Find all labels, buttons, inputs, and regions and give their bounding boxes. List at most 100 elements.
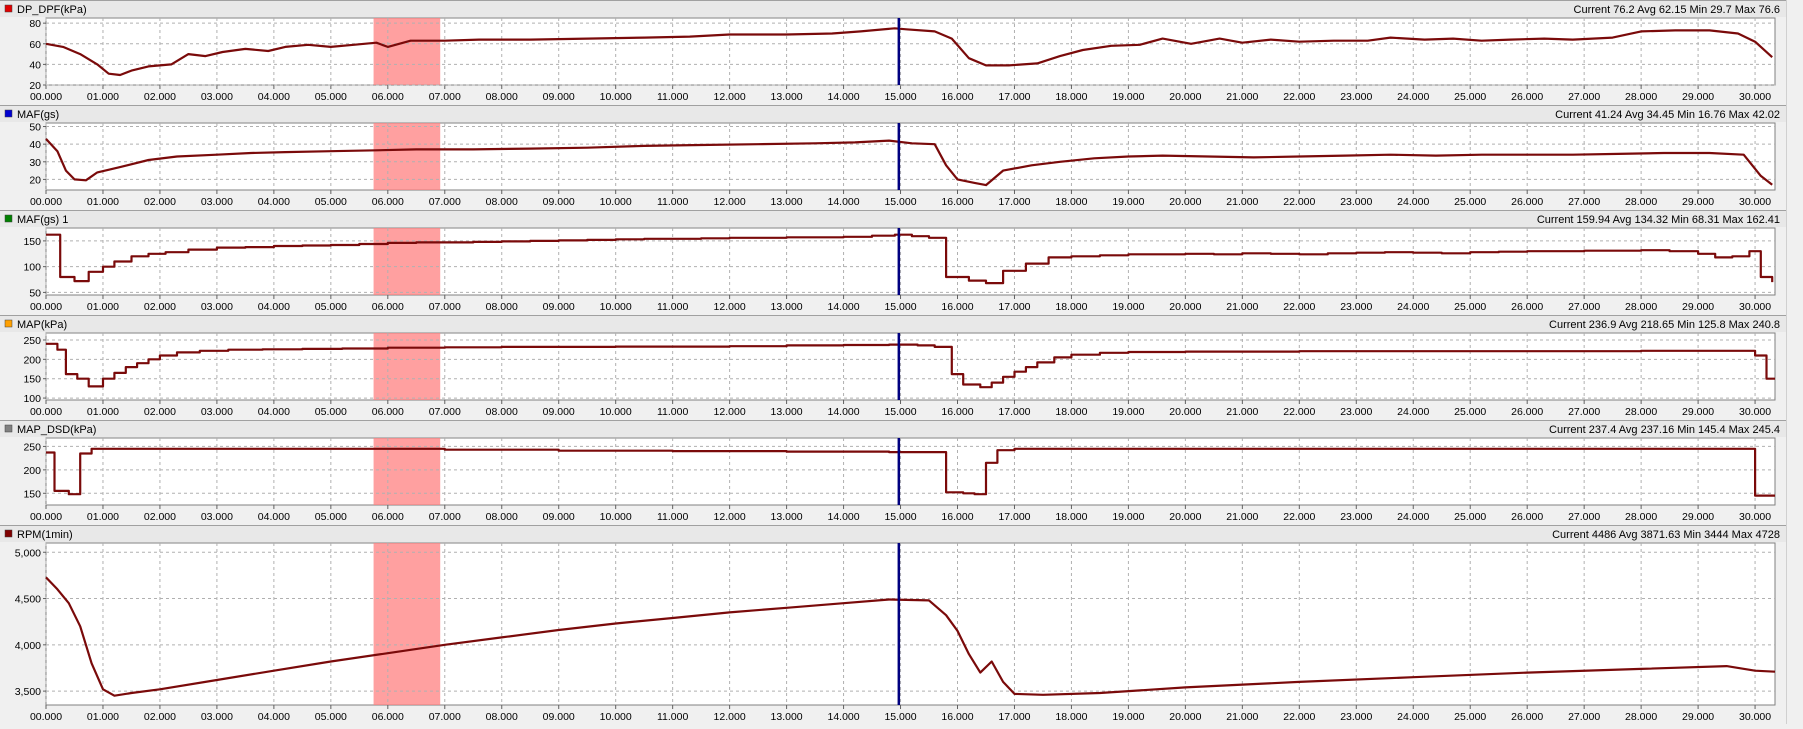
x-tick-label: 05.000: [315, 91, 347, 103]
x-tick-label: 08.000: [486, 511, 518, 523]
x-tick-label: 20.000: [1169, 196, 1201, 208]
x-tick-label: 26.000: [1511, 196, 1543, 208]
x-tick-label: 00.000: [30, 406, 62, 418]
x-tick-label: 26.000: [1511, 91, 1543, 103]
channel-color-swatch[interactable]: [4, 529, 13, 538]
channel-color-swatch[interactable]: [4, 109, 13, 118]
x-tick-label: 03.000: [201, 511, 233, 523]
channel-header: [0, 210, 1786, 227]
channel-color-swatch[interactable]: [4, 424, 13, 433]
channel-stats: Current 159.94 Avg 134.32 Min 68.31 Max …: [1537, 214, 1780, 226]
x-tick-label: 09.000: [543, 711, 575, 723]
x-tick-label: 22.000: [1283, 196, 1315, 208]
vertical-scrollbar[interactable]: [1786, 0, 1803, 724]
x-tick-label: 12.000: [714, 406, 746, 418]
y-tick-label: 4,500: [15, 594, 41, 606]
x-tick-label: 29.000: [1682, 301, 1714, 313]
channel-panel: RPM(1min) Current 4486 Avg 3871.63 Min 34…: [0, 525, 1786, 723]
plot-area[interactable]: [45, 122, 1776, 191]
channel-color-swatch[interactable]: [4, 319, 13, 328]
y-tick-label: 4,000: [15, 640, 41, 652]
channel-color-swatch[interactable]: [4, 4, 13, 13]
y-tick-label: 150: [23, 236, 41, 248]
x-tick-label: 00.000: [30, 511, 62, 523]
y-tick-label: 40: [29, 59, 41, 71]
y-tick-label: 20: [29, 80, 41, 92]
x-tick-label: 03.000: [201, 196, 233, 208]
selection-region[interactable]: [373, 228, 441, 295]
channel-stats: Current 237.4 Avg 237.16 Min 145.4 Max 2…: [1549, 424, 1780, 436]
x-tick-label: 26.000: [1511, 406, 1543, 418]
x-tick-label: 22.000: [1283, 511, 1315, 523]
x-tick-label: 14.000: [827, 711, 859, 723]
selection-region[interactable]: [373, 123, 441, 190]
x-tick-label: 20.000: [1169, 711, 1201, 723]
y-tick-label: 100: [23, 393, 41, 405]
x-tick-label: 25.000: [1454, 91, 1486, 103]
x-tick-label: 10.000: [600, 196, 632, 208]
selection-region[interactable]: [373, 543, 441, 705]
x-tick-label: 07.000: [429, 91, 461, 103]
x-tick-label: 27.000: [1568, 406, 1600, 418]
y-tick-label: 200: [23, 465, 41, 477]
x-tick-label: 03.000: [201, 91, 233, 103]
x-tick-label: 29.000: [1682, 196, 1714, 208]
x-tick-label: 13.000: [771, 196, 803, 208]
x-tick-label: 28.000: [1625, 711, 1657, 723]
channel-header: [0, 420, 1786, 437]
x-tick-label: 01.000: [87, 406, 119, 418]
channel-header: [0, 525, 1786, 542]
x-tick-label: 29.000: [1682, 91, 1714, 103]
x-tick-label: 11.000: [657, 511, 688, 523]
x-tick-label: 05.000: [315, 301, 347, 313]
x-tick-label: 25.000: [1454, 711, 1486, 723]
x-tick-label: 28.000: [1625, 91, 1657, 103]
x-tick-label: 27.000: [1568, 196, 1600, 208]
x-tick-label: 25.000: [1454, 406, 1486, 418]
x-tick-label: 19.000: [1112, 406, 1144, 418]
x-tick-label: 11.000: [657, 711, 688, 723]
plot-area[interactable]: [45, 542, 1776, 706]
channel-name: MAF(gs) 1: [17, 214, 68, 226]
channel-stats: Current 76.2 Avg 62.15 Min 29.7 Max 76.6: [1574, 4, 1780, 16]
x-tick-label: 01.000: [87, 511, 119, 523]
x-tick-label: 06.000: [372, 301, 404, 313]
x-tick-label: 00.000: [30, 91, 62, 103]
y-tick-label: 20: [29, 174, 41, 186]
x-tick-label: 10.000: [600, 406, 632, 418]
y-tick-label: 200: [23, 354, 41, 366]
x-tick-label: 11.000: [657, 91, 688, 103]
y-tick-label: 100: [23, 262, 41, 274]
selection-region[interactable]: [373, 18, 441, 85]
x-tick-label: 23.000: [1340, 406, 1372, 418]
x-tick-label: 26.000: [1511, 711, 1543, 723]
y-tick-label: 50: [29, 287, 41, 299]
plot-area[interactable]: [45, 17, 1776, 86]
x-tick-label: 24.000: [1397, 91, 1429, 103]
x-tick-label: 13.000: [771, 406, 803, 418]
x-tick-label: 02.000: [144, 406, 176, 418]
plot-area[interactable]: [45, 227, 1776, 296]
x-tick-label: 07.000: [429, 511, 461, 523]
x-tick-label: 15.000: [884, 196, 916, 208]
x-tick-label: 18.000: [1055, 406, 1087, 418]
x-tick-label: 20.000: [1169, 91, 1201, 103]
x-tick-label: 27.000: [1568, 711, 1600, 723]
plot-area[interactable]: [45, 332, 1776, 401]
y-tick-label: 5,000: [15, 547, 41, 559]
y-tick-label: 50: [29, 122, 41, 134]
x-tick-label: 23.000: [1340, 711, 1372, 723]
channel-color-swatch[interactable]: [4, 214, 13, 223]
selection-region[interactable]: [373, 333, 441, 400]
x-tick-label: 14.000: [827, 301, 859, 313]
x-tick-label: 04.000: [258, 196, 290, 208]
x-tick-label: 09.000: [543, 406, 575, 418]
x-tick-label: 28.000: [1625, 406, 1657, 418]
x-tick-label: 18.000: [1055, 511, 1087, 523]
x-tick-label: 02.000: [144, 511, 176, 523]
x-tick-label: 07.000: [429, 406, 461, 418]
x-tick-label: 30.000: [1739, 511, 1771, 523]
x-tick-label: 14.000: [827, 511, 859, 523]
y-tick-label: 250: [23, 441, 41, 453]
